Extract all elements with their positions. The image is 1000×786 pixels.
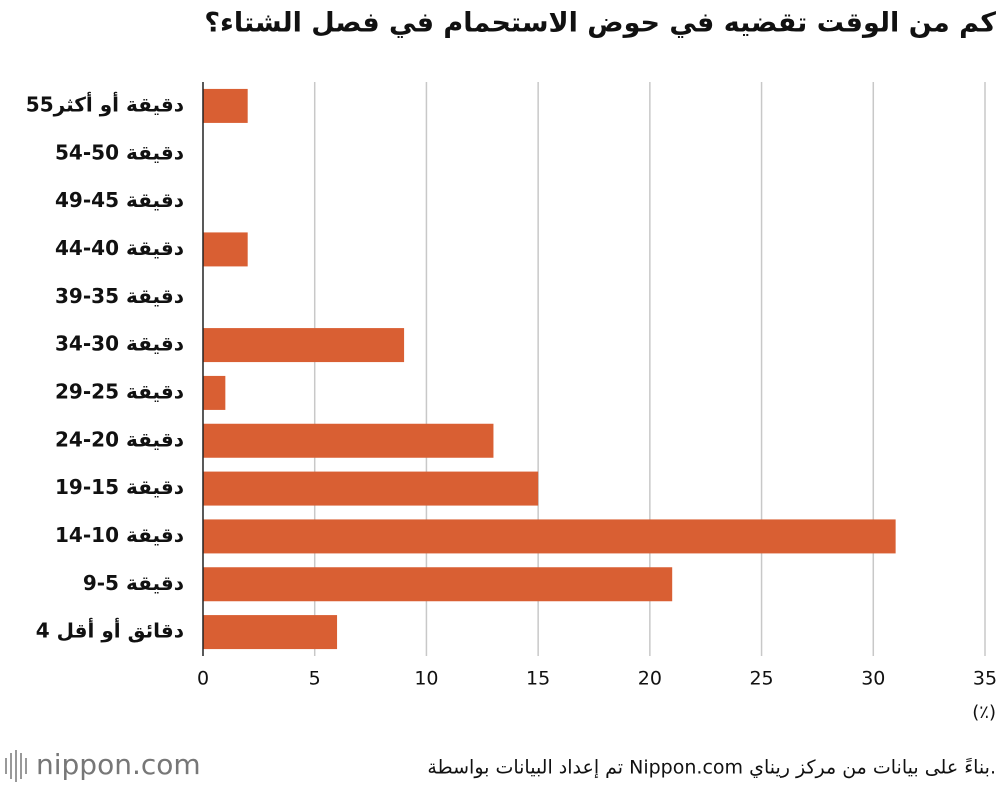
x-tick-label: 0 (197, 668, 209, 690)
bar (203, 519, 896, 554)
x-tick-label: 15 (526, 668, 550, 690)
bar (203, 232, 248, 267)
y-tick-label: 9-5 دقيقة (83, 571, 184, 595)
bar (203, 328, 405, 363)
source-note: تم إعداد البيانات بواسطة Nippon.com بناء… (427, 757, 996, 780)
chart-title: كم من الوقت تقضيه في حوض الاستحمام في فص… (204, 8, 996, 39)
y-tick-label: 34-30 دقيقة (55, 332, 184, 356)
y-tick-label: 49-45 دقيقة (55, 188, 184, 212)
x-tick-label: 25 (749, 668, 773, 690)
x-tick-label: 5 (309, 668, 321, 690)
y-tick-label: 39-35 دقيقة (55, 284, 184, 308)
logo-icon (5, 750, 27, 782)
x-tick-label: 35 (973, 668, 997, 690)
y-tick-label: 14-10 دقيقة (55, 523, 184, 547)
x-tick-label: 30 (861, 668, 885, 690)
y-tick-label: 4 دقائق أو أقل (36, 617, 184, 643)
logo: nippon.com (36, 748, 201, 781)
y-tick-label: 54-50 دقيقة (55, 140, 184, 164)
y-tick-label: 55دقيقة أو أكثر (26, 90, 184, 116)
x-tick-label: 20 (638, 668, 662, 690)
bar (203, 88, 248, 123)
bar (203, 615, 338, 650)
bar (203, 375, 226, 410)
y-tick-label: 29-25 دقيقة (55, 379, 184, 403)
x-axis-label: (٪) (972, 702, 996, 723)
y-tick-label: 24-20 دقيقة (55, 427, 184, 451)
y-tick-label: 19-15 دقيقة (55, 475, 184, 499)
x-tick-label: 10 (414, 668, 438, 690)
y-tick-label: 44-40 دقيقة (55, 236, 184, 260)
bar (203, 423, 494, 458)
bar (203, 471, 539, 506)
bar (203, 567, 673, 602)
